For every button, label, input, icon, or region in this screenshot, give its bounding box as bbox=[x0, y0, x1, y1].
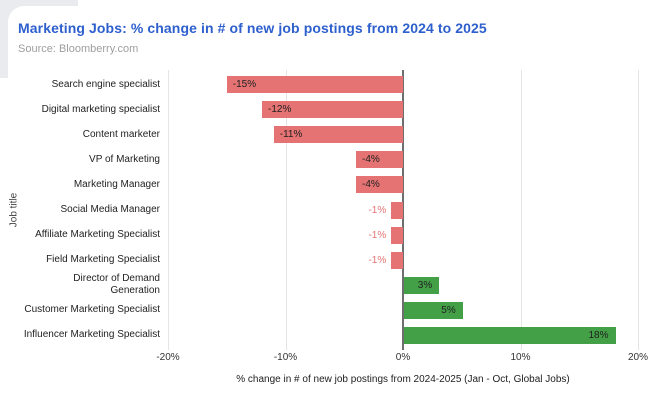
category-label: Marketing Manager bbox=[73, 178, 160, 190]
page-background-corner bbox=[0, 0, 78, 78]
gridline bbox=[520, 70, 522, 350]
category-row: Influencer Marketing Specialist bbox=[0, 323, 160, 348]
bar-negative bbox=[226, 76, 403, 94]
bar-positive bbox=[404, 276, 440, 294]
x-axis-ticks: -20% -10% 0% 10% 20% bbox=[156, 352, 648, 366]
category-row: Search engine specialist bbox=[0, 72, 160, 97]
value-label: -1% bbox=[368, 254, 387, 266]
value-label: -1% bbox=[368, 229, 387, 241]
zero-axis-line bbox=[402, 70, 404, 350]
category-label: Content marketer bbox=[82, 128, 160, 140]
category-label: Customer Marketing Specialist bbox=[24, 304, 160, 316]
category-label: Field Marketing Specialist bbox=[46, 254, 160, 266]
x-tick-label: -10% bbox=[273, 352, 298, 363]
value-label: -4% bbox=[362, 154, 380, 166]
x-axis-title: % change in # of new job postings from 2… bbox=[236, 374, 570, 385]
plot-area: -15% -12% -11% -4% -4% -1% -1% -1% 3% 5% 18% bbox=[168, 70, 639, 350]
category-row: Social Media Manager bbox=[0, 197, 161, 222]
category-row: Content marketer bbox=[0, 122, 160, 147]
gridline bbox=[168, 70, 169, 350]
value-label: -11% bbox=[279, 129, 303, 141]
category-labels: Search engine specialist Digital marketin… bbox=[0, 72, 160, 348]
category-row: Director of Demand Generation bbox=[0, 273, 160, 298]
category-row: Customer Marketing Specialist bbox=[0, 298, 160, 323]
value-label: -12% bbox=[268, 104, 292, 116]
bar-negative bbox=[356, 151, 403, 169]
gridline bbox=[638, 70, 639, 350]
category-label: Social Media Manager bbox=[60, 203, 161, 215]
category-label: Director of Demand Generation bbox=[73, 273, 160, 297]
value-label: 5% bbox=[441, 304, 456, 316]
x-tick-label: -20% bbox=[156, 352, 180, 363]
category-label: Digital marketing specialist bbox=[41, 103, 160, 115]
category-row: Affiliate Marketing Specialist bbox=[0, 222, 160, 247]
category-label: Influencer Marketing Specialist bbox=[23, 329, 160, 341]
bar-positive bbox=[404, 326, 616, 344]
category-label: VP of Marketing bbox=[89, 153, 160, 165]
category-row: Digital marketing specialist bbox=[0, 97, 160, 122]
value-label: 3% bbox=[417, 279, 433, 291]
value-label: -15% bbox=[232, 79, 257, 91]
category-row: Field Marketing Specialist bbox=[0, 248, 160, 273]
bar-negative bbox=[391, 201, 403, 219]
x-tick-label: 20% bbox=[627, 352, 649, 363]
x-tick-label: 10% bbox=[510, 352, 531, 363]
gridline bbox=[285, 70, 287, 350]
category-row: VP of Marketing bbox=[0, 147, 160, 172]
category-row: Marketing Manager bbox=[0, 172, 160, 197]
bar-positive bbox=[404, 301, 463, 319]
x-tick-label: 0% bbox=[395, 352, 411, 363]
value-label: -4% bbox=[362, 179, 380, 191]
bar-negative bbox=[391, 251, 403, 269]
bar-negative bbox=[273, 126, 403, 144]
chart-title: Marketing Jobs: % change in # of new job… bbox=[18, 20, 487, 36]
bar-negative bbox=[356, 176, 403, 194]
category-label: Search engine specialist bbox=[51, 78, 160, 90]
value-label: -1% bbox=[368, 204, 387, 216]
bar-negative bbox=[262, 101, 403, 119]
category-label: Affiliate Marketing Specialist bbox=[35, 229, 160, 240]
value-label: 18% bbox=[588, 329, 609, 341]
bar-negative bbox=[391, 226, 403, 244]
source-caption: Source: Bloomberry.com bbox=[18, 43, 139, 55]
